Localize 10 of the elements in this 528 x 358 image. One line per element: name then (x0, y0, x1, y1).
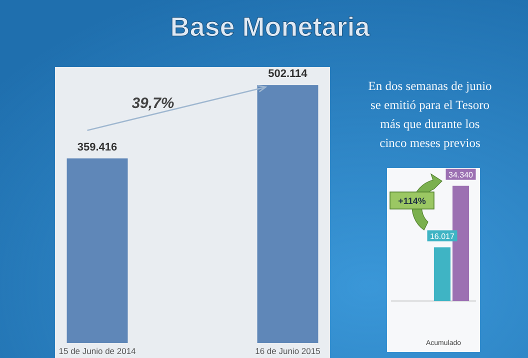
annotation: 39,7% (132, 95, 174, 112)
x-tick-label: 16 de Junio 2015 (255, 346, 321, 356)
data-label: 34.340 (448, 170, 474, 180)
annotation: +114% (398, 196, 426, 206)
data-label: 16.017 (430, 232, 456, 241)
data-label: 502.114 (268, 68, 308, 80)
annotation: En dos semanas de junio se emitió para el Tesoro más que durante los cinco meses previos (368, 79, 492, 150)
x-tick-label: 15 de Junio de 2014 (58, 346, 136, 356)
data-label: 359.416 (77, 141, 118, 154)
chart-title: Base Monetaria (170, 12, 371, 42)
